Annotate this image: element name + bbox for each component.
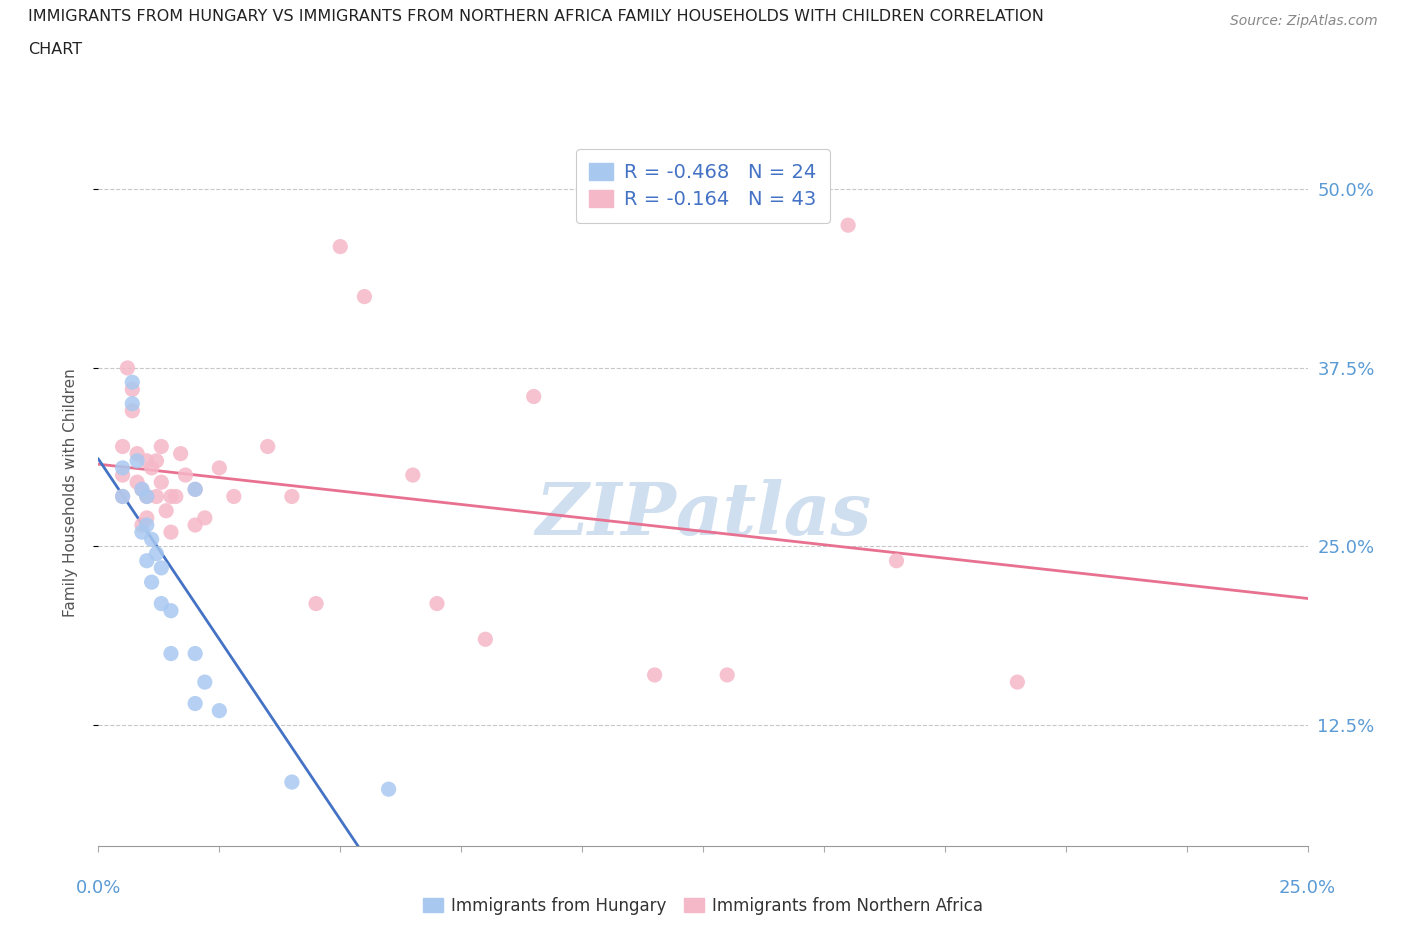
Point [111,489,134,504]
Point [131,518,153,533]
Point [127,474,149,489]
Point [281,775,304,790]
Point [160,646,183,661]
Point [150,439,173,454]
Point [523,389,546,404]
Point [145,489,167,504]
Point [150,561,173,576]
Point [111,489,134,504]
Point [426,596,449,611]
Point [184,646,207,661]
Point [117,361,139,376]
Point [256,439,278,454]
Point [121,382,143,397]
Point [150,596,173,611]
Point [184,696,207,711]
Legend: Immigrants from Hungary, Immigrants from Northern Africa: Immigrants from Hungary, Immigrants from… [416,890,990,922]
Point [127,453,149,468]
Point [184,518,207,533]
Point [121,404,143,418]
Point [135,489,157,504]
Point [160,525,183,539]
Point [111,468,134,483]
Point [141,575,163,590]
Point [329,239,352,254]
Point [145,453,167,468]
Text: ZIP​atlas: ZIP​atlas [534,479,872,550]
Point [402,468,425,483]
Point [886,553,908,568]
Point [135,511,157,525]
Point [127,446,149,461]
Point [145,546,167,561]
Point [141,460,163,475]
Point [837,218,859,232]
Point [174,468,197,483]
Text: Source: ZipAtlas.com: Source: ZipAtlas.com [1230,14,1378,28]
Text: 0.0%: 0.0% [76,879,121,897]
Point [281,489,304,504]
Point [1007,674,1029,689]
Point [474,631,496,646]
Point [194,511,217,525]
Point [155,503,177,518]
Point [353,289,375,304]
Point [194,674,217,689]
Point [111,460,134,475]
Point [305,596,328,611]
Point [377,782,399,797]
Point [131,482,153,497]
Point [111,439,134,454]
Point [184,482,207,497]
Text: 25.0%: 25.0% [1279,879,1336,897]
Point [184,482,207,497]
Legend: R = -0.468   N = 24, R = -0.164   N = 43: R = -0.468 N = 24, R = -0.164 N = 43 [576,149,830,223]
Text: CHART: CHART [28,42,82,57]
Point [222,489,245,504]
Point [135,489,157,504]
Point [169,446,191,461]
Point [716,668,738,683]
Point [160,489,183,504]
Point [208,460,231,475]
Point [131,482,153,497]
Point [135,453,157,468]
Text: IMMIGRANTS FROM HUNGARY VS IMMIGRANTS FROM NORTHERN AFRICA FAMILY HOUSEHOLDS WIT: IMMIGRANTS FROM HUNGARY VS IMMIGRANTS FR… [28,9,1045,24]
Point [150,474,173,489]
Point [160,604,183,618]
Point [208,703,231,718]
Y-axis label: Family Households with Children: Family Households with Children [63,368,77,618]
Point [135,518,157,533]
Point [141,532,163,547]
Point [165,489,187,504]
Point [121,375,143,390]
Point [644,668,666,683]
Point [121,396,143,411]
Point [135,553,157,568]
Point [131,525,153,539]
